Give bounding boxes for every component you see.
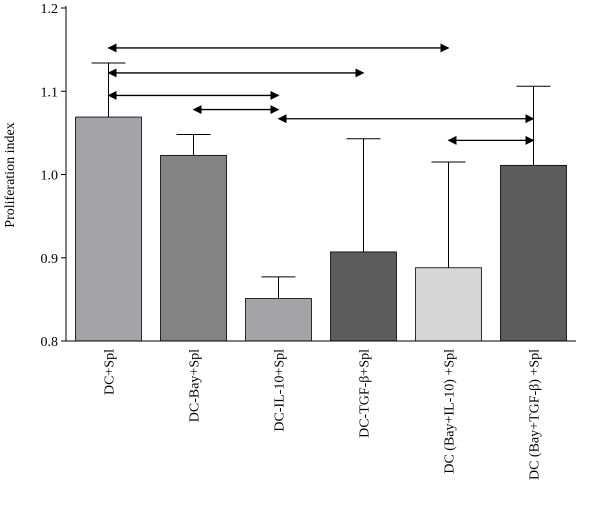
- error-bars-group: [91, 62, 551, 299]
- category-label-1: DC+Spl: [103, 349, 118, 395]
- y-tick-label-4: 1.1: [41, 85, 59, 100]
- bar-3: [245, 298, 312, 342]
- y-tick-label-2: 0.9: [41, 252, 59, 267]
- category-label-4: DC-TGF-β+Spl: [358, 349, 373, 438]
- bar-4: [330, 251, 397, 342]
- bar-6: [500, 164, 567, 342]
- bar-2: [160, 154, 227, 342]
- bar-5: [415, 267, 482, 342]
- y-tick-label-1: 0.8: [41, 335, 59, 350]
- y-tick-label-5: 1.2: [41, 2, 59, 17]
- y-tick-label-3: 1.0: [41, 169, 59, 184]
- category-label-3: DC-IL-10+Spl: [273, 349, 288, 432]
- category-label-2: DC-Bay+Spl: [188, 349, 203, 422]
- y-axis-title: Proliferation index: [3, 122, 18, 227]
- bars-group: [75, 116, 567, 342]
- y-axis: 0.8 0.9 1.0 1.1 1.2: [41, 2, 67, 350]
- comparison-arrows-group: [107, 43, 535, 145]
- category-label-6: DC (Bay+TGF-β) +Spl: [528, 349, 543, 480]
- bar-1: [75, 116, 142, 342]
- category-label-5: DC (Bay+IL-10) +Spl: [443, 349, 458, 474]
- x-axis: DC+Spl DC-Bay+Spl DC-IL-10+Spl DC-TGF-β+Spl…: [66, 340, 576, 480]
